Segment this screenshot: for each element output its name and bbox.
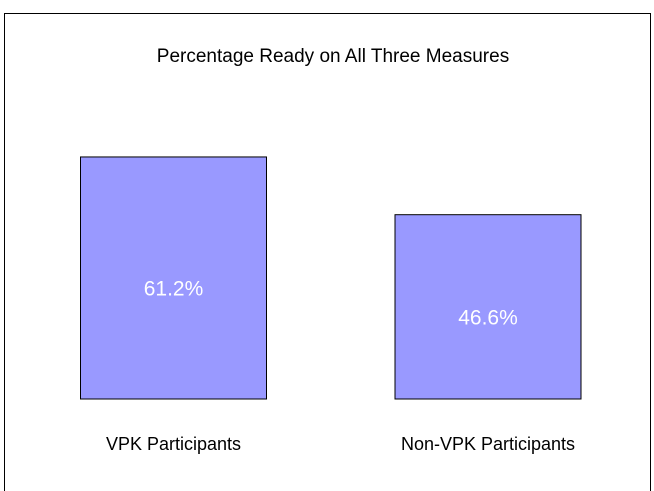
data-label: 61.2%	[144, 278, 204, 301]
chart-title: Percentage Ready on All Three Measures	[157, 46, 509, 67]
bar	[80, 156, 267, 400]
bar	[394, 214, 582, 400]
x-tick-label: VPK Participants	[106, 434, 241, 454]
data-label: 46.6%	[458, 306, 518, 329]
x-tick-label: Non-VPK Participants	[401, 434, 575, 454]
